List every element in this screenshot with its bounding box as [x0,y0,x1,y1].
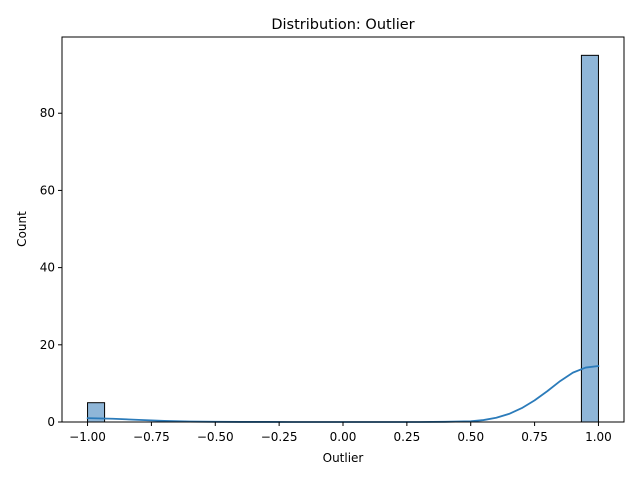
x-tick-label: −1.00 [69,430,106,444]
x-tick-label: 0.50 [457,430,484,444]
x-tick-label: 0.75 [521,430,548,444]
y-tick-label: 20 [40,338,55,352]
bars-group [87,54,599,423]
x-tick-label: 1.00 [585,430,612,444]
chart-title: Distribution: Outlier [271,17,414,33]
x-tick-label: 0.25 [394,430,421,444]
x-tick-label: −0.25 [261,430,298,444]
y-tick-label: 40 [40,261,55,275]
x-axis-label: Outlier [323,451,364,465]
kde-line [86,365,600,423]
y-axis-ticks: 0 20 40 60 80 [40,106,62,429]
kde-group [86,365,600,423]
x-axis-ticks: −1.00 −0.75 −0.50 −0.25 0.00 0.25 0.50 0.75 1.00 [69,422,612,444]
y-axis-label: Count [15,211,29,247]
x-tick-label: −0.50 [197,430,234,444]
y-tick-label: 80 [40,106,55,120]
plot-frame [61,36,625,423]
x-tick-label: 0.00 [330,430,357,444]
y-tick-label: 0 [47,415,55,429]
y-tick-label: 60 [40,183,55,197]
x-tick-label: −0.75 [133,430,170,444]
